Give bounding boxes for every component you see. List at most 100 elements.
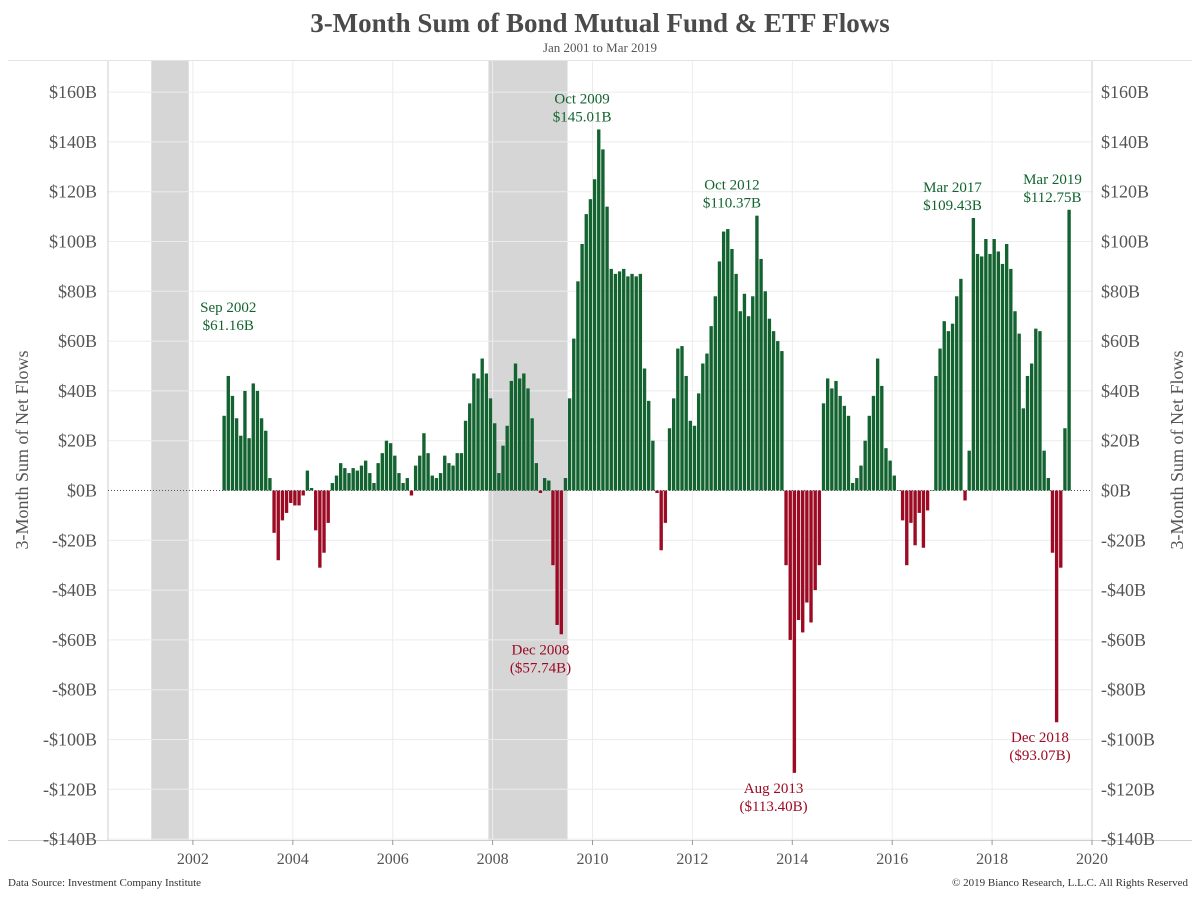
flow-bar bbox=[372, 483, 376, 491]
flow-bar bbox=[1029, 363, 1034, 491]
flow-bar bbox=[363, 460, 368, 491]
annotation-value: $109.43B bbox=[923, 198, 982, 214]
flow-bar bbox=[576, 281, 580, 491]
flow-bar bbox=[626, 276, 630, 491]
flow-bar bbox=[318, 490, 322, 568]
annotation-date: Mar 2019 bbox=[1023, 172, 1082, 188]
flow-bar bbox=[376, 463, 380, 491]
flow-bar bbox=[384, 440, 389, 491]
y-tick-label-right: -$80B bbox=[1101, 680, 1146, 700]
flow-bar bbox=[434, 478, 439, 491]
x-tick-label: 2008 bbox=[477, 851, 509, 868]
x-tick-label: 2014 bbox=[776, 851, 808, 868]
flow-bar bbox=[401, 483, 405, 491]
flow-bar bbox=[721, 231, 726, 491]
flow-bar bbox=[601, 149, 605, 491]
chart-title: 3-Month Sum of Bond Mutual Fund & ETF Fl… bbox=[310, 8, 890, 38]
y-tick-label-left: $40B bbox=[58, 381, 97, 401]
flow-bar bbox=[409, 490, 414, 496]
y-tick-label-right: -$140B bbox=[1101, 829, 1155, 849]
flow-bar bbox=[763, 291, 767, 491]
y-tick-label-right: $60B bbox=[1101, 331, 1140, 351]
flow-bar bbox=[988, 253, 992, 491]
flow-bar bbox=[684, 375, 688, 491]
flow-bar bbox=[259, 418, 264, 491]
flow-bar bbox=[980, 256, 984, 491]
flow-bar bbox=[497, 473, 501, 491]
flow-bar bbox=[592, 179, 597, 491]
y-tick-label-right: $120B bbox=[1101, 182, 1149, 202]
y-tick-label-right: -$40B bbox=[1101, 580, 1146, 600]
plot-frame bbox=[8, 60, 1192, 841]
y-tick-label-left: $100B bbox=[49, 232, 97, 252]
annotation-value: $61.16B bbox=[203, 318, 254, 334]
flow-bar bbox=[730, 248, 734, 491]
flow-bar bbox=[801, 490, 805, 633]
flow-bar bbox=[776, 341, 780, 491]
flow-bar bbox=[314, 490, 318, 531]
y-tick-label-right: $140B bbox=[1101, 132, 1149, 152]
x-tick-label: 2018 bbox=[976, 851, 1008, 868]
flow-bar bbox=[996, 251, 1001, 491]
flow-bar bbox=[393, 455, 397, 491]
annotation-value: $110.37B bbox=[703, 196, 761, 212]
flow-bar bbox=[709, 326, 713, 491]
flow-bar bbox=[892, 475, 896, 491]
flow-bar bbox=[243, 390, 247, 491]
flow-bar bbox=[230, 395, 235, 491]
flow-bar bbox=[634, 276, 638, 491]
y-axis-title-right: 3-Month Sum of Net Flows bbox=[1167, 350, 1187, 549]
flow-bar bbox=[667, 428, 672, 491]
annotation-date: Oct 2009 bbox=[554, 91, 609, 107]
flow-bar bbox=[1059, 490, 1063, 568]
flow-bar bbox=[447, 463, 451, 491]
flow-bar bbox=[301, 490, 305, 496]
flow-bar bbox=[468, 403, 472, 491]
annotation-value: ($57.74B) bbox=[510, 660, 571, 676]
flow-bar bbox=[493, 423, 497, 491]
flow-bar bbox=[746, 316, 751, 491]
flow-bar bbox=[351, 468, 355, 491]
flow-bar bbox=[659, 490, 663, 551]
y-tick-label-left: -$60B bbox=[52, 630, 97, 650]
flow-bar bbox=[917, 490, 921, 513]
annotation-date: Dec 2018 bbox=[1011, 730, 1069, 746]
y-tick-label-right: -$100B bbox=[1101, 730, 1155, 750]
flow-bar bbox=[959, 278, 963, 491]
flow-bar bbox=[692, 425, 697, 491]
annotation-value: ($113.40B) bbox=[739, 799, 807, 815]
annotation-date: Oct 2012 bbox=[704, 178, 759, 194]
flow-bar bbox=[638, 273, 643, 491]
recession-band bbox=[151, 60, 189, 840]
flow-bar bbox=[755, 215, 759, 491]
flow-bar bbox=[505, 425, 509, 491]
flow-bar bbox=[1013, 311, 1017, 491]
flow-bar bbox=[880, 385, 884, 491]
flow-bar bbox=[771, 331, 776, 491]
flow-bar bbox=[713, 296, 717, 491]
flow-bar bbox=[855, 478, 859, 491]
y-tick-label-right: $20B bbox=[1101, 431, 1140, 451]
flow-bar bbox=[842, 405, 847, 491]
flow-bar bbox=[422, 433, 426, 491]
flow-bar bbox=[322, 490, 326, 553]
x-tick-label: 2002 bbox=[177, 851, 209, 868]
flow-bar bbox=[293, 490, 297, 506]
annotation-value: $145.01B bbox=[553, 109, 612, 125]
y-tick-label-left: $60B bbox=[58, 331, 97, 351]
annotation-value: ($93.07B) bbox=[1009, 748, 1070, 764]
flow-bar bbox=[463, 420, 468, 491]
flow-bar bbox=[438, 473, 443, 491]
flow-bar bbox=[226, 375, 230, 491]
chart-subtitle: Jan 2001 to Mar 2019 bbox=[542, 40, 658, 55]
flow-bar bbox=[838, 395, 842, 491]
flow-bar bbox=[451, 465, 455, 491]
flow-bar bbox=[942, 321, 946, 491]
flow-bar bbox=[967, 450, 971, 491]
copyright-note: © 2019 Bianco Research, L.L.C. All Right… bbox=[952, 877, 1188, 889]
flow-bar bbox=[821, 403, 826, 491]
flow-bar bbox=[834, 380, 838, 491]
x-tick-label: 2006 bbox=[377, 851, 409, 868]
flow-bar bbox=[472, 373, 476, 491]
flow-bar bbox=[617, 271, 622, 491]
